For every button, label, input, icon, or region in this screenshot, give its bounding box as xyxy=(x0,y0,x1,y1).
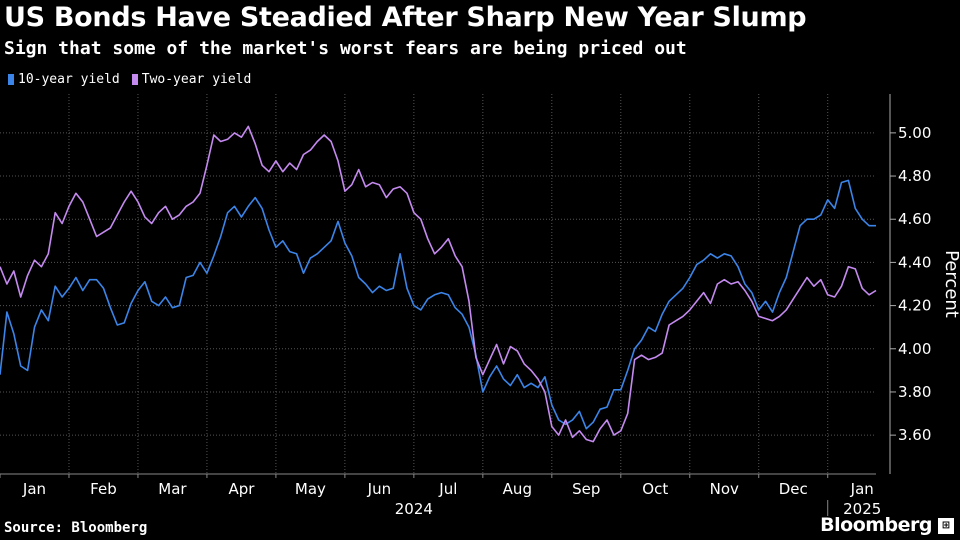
x-tick-label: Mar xyxy=(158,480,187,498)
x-year-label: 2025 xyxy=(843,500,881,518)
series-line-10-year xyxy=(0,179,876,430)
legend: 10-year yield Two-year yield xyxy=(8,72,251,87)
bloomberg-logo-icon: ⊞ xyxy=(938,518,954,534)
x-tick-label: May xyxy=(295,480,326,498)
legend-item-10-year: 10-year yield xyxy=(8,72,120,87)
x-tick-label: Feb xyxy=(90,480,117,498)
x-tick-label: Apr xyxy=(228,480,255,498)
x-tick-label: Jan xyxy=(850,480,874,498)
x-tick-label: Jun xyxy=(367,480,391,498)
brand-logo-text: Bloomberg xyxy=(820,514,932,536)
chart-subtitle: Sign that some of the market's worst fea… xyxy=(4,38,687,59)
legend-swatch-two-year xyxy=(131,74,138,85)
x-tick-label: Dec xyxy=(779,480,808,498)
source-note: Source: Bloomberg xyxy=(4,520,148,536)
legend-item-two-year: Two-year yield xyxy=(131,72,252,87)
chart-title: US Bonds Have Steadied After Sharp New Y… xyxy=(4,2,807,33)
y-tick-label: 4.80 xyxy=(898,167,931,185)
y-axis-label: Percent xyxy=(941,250,960,318)
x-tick-label: Sep xyxy=(572,480,600,498)
series-line-two-year xyxy=(0,125,877,443)
legend-swatch-10-year xyxy=(8,74,14,85)
y-tick-label: 4.60 xyxy=(898,210,931,228)
x-tick-label: Jan xyxy=(22,480,46,498)
y-tick-label: 5.00 xyxy=(898,124,931,142)
legend-label-10-year: 10-year yield xyxy=(18,72,120,87)
legend-label-two-year: Two-year yield xyxy=(141,72,252,87)
x-tick-label: Aug xyxy=(503,480,532,498)
y-tick-label: 3.80 xyxy=(898,383,931,401)
x-tick-label: Jul xyxy=(438,480,457,498)
x-year-label: 2024 xyxy=(395,500,433,518)
y-tick-label: 4.20 xyxy=(898,297,931,315)
y-tick-label: 3.60 xyxy=(898,426,931,444)
x-tick-label: Oct xyxy=(642,480,668,498)
y-tick-label: 4.40 xyxy=(898,253,931,271)
y-tick-label: 4.00 xyxy=(898,340,931,358)
x-tick-label: Nov xyxy=(710,480,739,498)
